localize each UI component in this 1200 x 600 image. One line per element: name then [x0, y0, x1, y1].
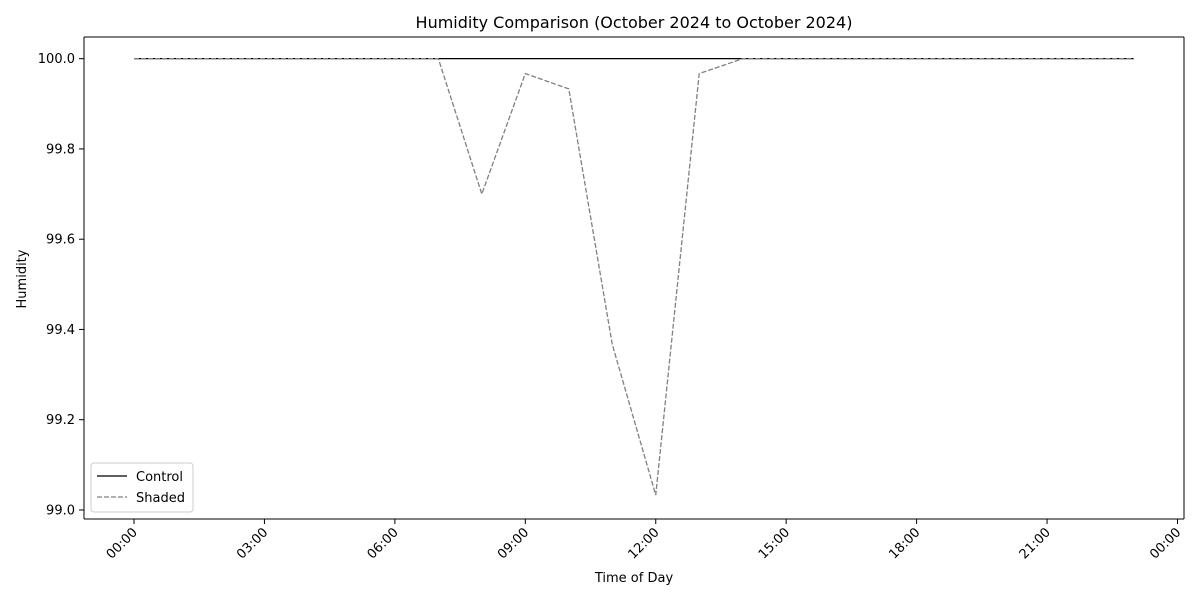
x-tick-label: 00:00 — [1147, 525, 1184, 562]
y-axis-label: Humidity — [15, 249, 30, 308]
x-tick-label: 09:00 — [495, 525, 532, 562]
y-tick-label: 99.0 — [46, 503, 75, 518]
y-tick-label: 100.0 — [38, 52, 75, 67]
legend-label-shaded: Shaded — [136, 491, 185, 506]
y-tick-label: 99.2 — [46, 413, 75, 428]
x-tick-label: 03:00 — [234, 525, 271, 562]
chart-title: Humidity Comparison (October 2024 to Oct… — [416, 13, 853, 32]
y-tick-label: 99.6 — [46, 233, 75, 248]
x-tick-label: 21:00 — [1017, 525, 1054, 562]
legend: Control Shaded — [90, 462, 194, 513]
legend-box — [90, 462, 194, 513]
x-tick-label: 06:00 — [365, 525, 402, 562]
series-line-shaded — [134, 58, 1134, 496]
legend-label-control: Control — [136, 470, 183, 485]
x-tick-label: 18:00 — [886, 525, 923, 562]
x-tick-label: 00:00 — [104, 525, 141, 562]
x-axis-label: Time of Day — [594, 571, 674, 586]
x-tick-label: 15:00 — [756, 525, 793, 562]
x-tick-label: 12:00 — [625, 525, 662, 562]
y-tick-label: 99.8 — [46, 142, 75, 157]
y-tick-label: 99.4 — [46, 323, 75, 338]
